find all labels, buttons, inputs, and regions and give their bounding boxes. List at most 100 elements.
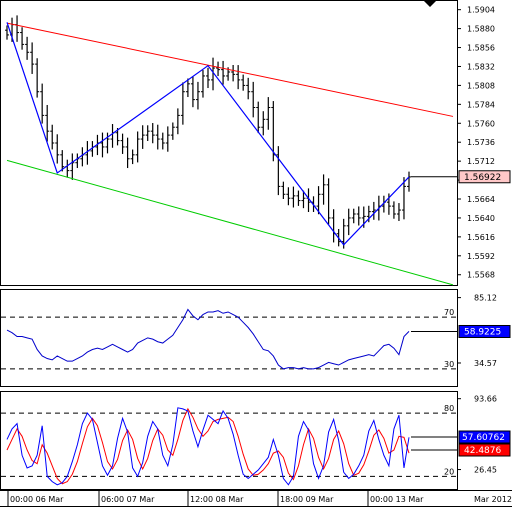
- price-tick-label: 1.5880: [467, 25, 495, 34]
- ohlc-bar: [211, 57, 216, 91]
- stoch-panel: [0, 391, 458, 490]
- stoch-k-line: [6, 407, 410, 486]
- x-tick-label: Mar 2012: [474, 495, 512, 504]
- ohlc-bar: [35, 58, 40, 98]
- ohlc-bar: [40, 83, 45, 124]
- rsi-tick-label: 34.57: [474, 359, 497, 368]
- ohlc-bar: [276, 146, 281, 196]
- ohlc-bar: [286, 187, 291, 206]
- ohlc-bar: [236, 65, 241, 90]
- ohlc-bar: [251, 81, 256, 118]
- ohlc-bar: [326, 178, 331, 225]
- price-tick-label: 1.5736: [467, 138, 495, 147]
- ohlc-bar: [261, 111, 266, 136]
- ohlc-bar: [266, 97, 271, 130]
- ohlc-bar: [291, 186, 296, 208]
- ohlc-bar: [160, 132, 165, 150]
- support-trendline: [6, 159, 454, 286]
- ohlc-bar: [316, 186, 321, 215]
- stoch-level-label: 20: [444, 467, 454, 476]
- ohlc-bar: [130, 149, 135, 165]
- ohlc-bar: [351, 208, 356, 224]
- ohlc-bar: [5, 25, 9, 40]
- stoch-tick-label: 26.45: [474, 466, 497, 475]
- ohlc-bar: [25, 36, 30, 60]
- ohlc-bar: [45, 104, 50, 142]
- ohlc-bar: [407, 171, 411, 192]
- ohlc-bar: [105, 132, 110, 154]
- trendlines: [6, 22, 454, 286]
- stoch-d-last-label: 42.4876: [464, 446, 501, 456]
- ohlc-bar: [150, 123, 155, 144]
- stoch-d-line: [6, 407, 410, 485]
- ohlc-bar: [115, 128, 120, 146]
- rsi-last-tag: [458, 324, 511, 338]
- last-price-tag: [458, 170, 511, 184]
- rsi-indicator: 70 30 85.12 34.57 58.9225: [1, 294, 511, 370]
- ohlc-bar: [321, 174, 326, 205]
- x-tick-label: 06:00 07 Mar: [101, 495, 155, 504]
- rsi-tick-label: 85.12: [474, 294, 497, 303]
- rsi-line: [6, 308, 410, 370]
- ohlc-bar: [165, 126, 170, 152]
- stoch-k-last-label: 57.60762: [462, 433, 505, 443]
- rsi-level-label: 70: [444, 308, 454, 317]
- zigzag-polyline: [6, 22, 410, 246]
- ohlc-bar: [145, 125, 150, 141]
- ohlc-bar: [231, 64, 236, 82]
- price-tick-label: 1.5664: [467, 195, 495, 204]
- stochastic-indicator: 80 20 93.66 26.45 57.60762 42.4876: [1, 395, 511, 486]
- ohlc-bar: [216, 61, 221, 77]
- ohlc-bar: [301, 190, 306, 209]
- price-tick-label: 1.5904: [467, 6, 495, 15]
- price-tick-label: 1.5856: [467, 44, 495, 53]
- ohlc-bar: [195, 81, 200, 110]
- ohlc-bar: [401, 177, 406, 220]
- price-tick-label: 1.5592: [467, 252, 495, 261]
- price-tick-label: 1.5808: [467, 81, 495, 90]
- ohlc-bar: [246, 77, 251, 100]
- price-panel: [0, 0, 458, 286]
- price-tick-label: 1.5640: [467, 214, 495, 223]
- ohlc-bar: [175, 108, 180, 135]
- ohlc-bar: [281, 181, 286, 200]
- resistance-trendline: [6, 22, 454, 117]
- ohlc-bar: [135, 131, 140, 163]
- ohlc-bar: [125, 137, 130, 169]
- x-axis: 00:00 06 Mar 06:00 07 Mar 12:00 08 Mar 18:0…: [7, 490, 512, 506]
- ohlc-bar: [371, 201, 376, 220]
- x-tick-label: 00:00 13 Mar: [370, 495, 424, 504]
- price-tick-label: 1.5568: [467, 271, 495, 280]
- stoch-k-last-tag: [458, 430, 511, 444]
- ohlc-bar: [180, 82, 185, 125]
- ohlc-bar: [140, 125, 145, 149]
- ohlc-bar: [356, 206, 361, 226]
- ohlc-bar: [396, 203, 401, 222]
- diamond-icon: [423, 0, 437, 7]
- stoch-tick-label: 93.66: [474, 395, 497, 404]
- price-tick-label: 1.5832: [467, 62, 495, 71]
- ohlc-bar: [221, 60, 226, 85]
- ohlc-bar: [190, 76, 195, 108]
- ohlc-bar: [296, 190, 301, 206]
- rsi-level-label: 30: [444, 360, 454, 369]
- ohlc-bar: [30, 42, 35, 74]
- x-tick-label: 18:00 09 Mar: [280, 495, 334, 504]
- ohlc-bar: [55, 134, 60, 164]
- last-price-label: 1.56922: [464, 173, 501, 183]
- ohlc-bar: [50, 124, 55, 150]
- price-axis: 1.5904 1.5880 1.5856 1.5832 1.5808 1.5784 1.57…: [411, 6, 511, 280]
- price-tick-label: 1.5760: [467, 119, 495, 128]
- stoch-d-last-tag: [458, 443, 511, 457]
- ohlc-bar: [185, 78, 190, 98]
- price-tick-label: 1.5712: [467, 157, 495, 166]
- rsi-last-label: 58.9225: [464, 327, 501, 337]
- ohlc-bar: [60, 150, 65, 172]
- x-tick-label: 12:00 08 Mar: [190, 495, 244, 504]
- ohlc-bar: [206, 67, 210, 89]
- zigzag-line: [6, 22, 410, 246]
- ohlc-bar: [20, 27, 25, 50]
- ohlc-bar: [346, 208, 351, 236]
- ohlc-bar: [241, 74, 246, 91]
